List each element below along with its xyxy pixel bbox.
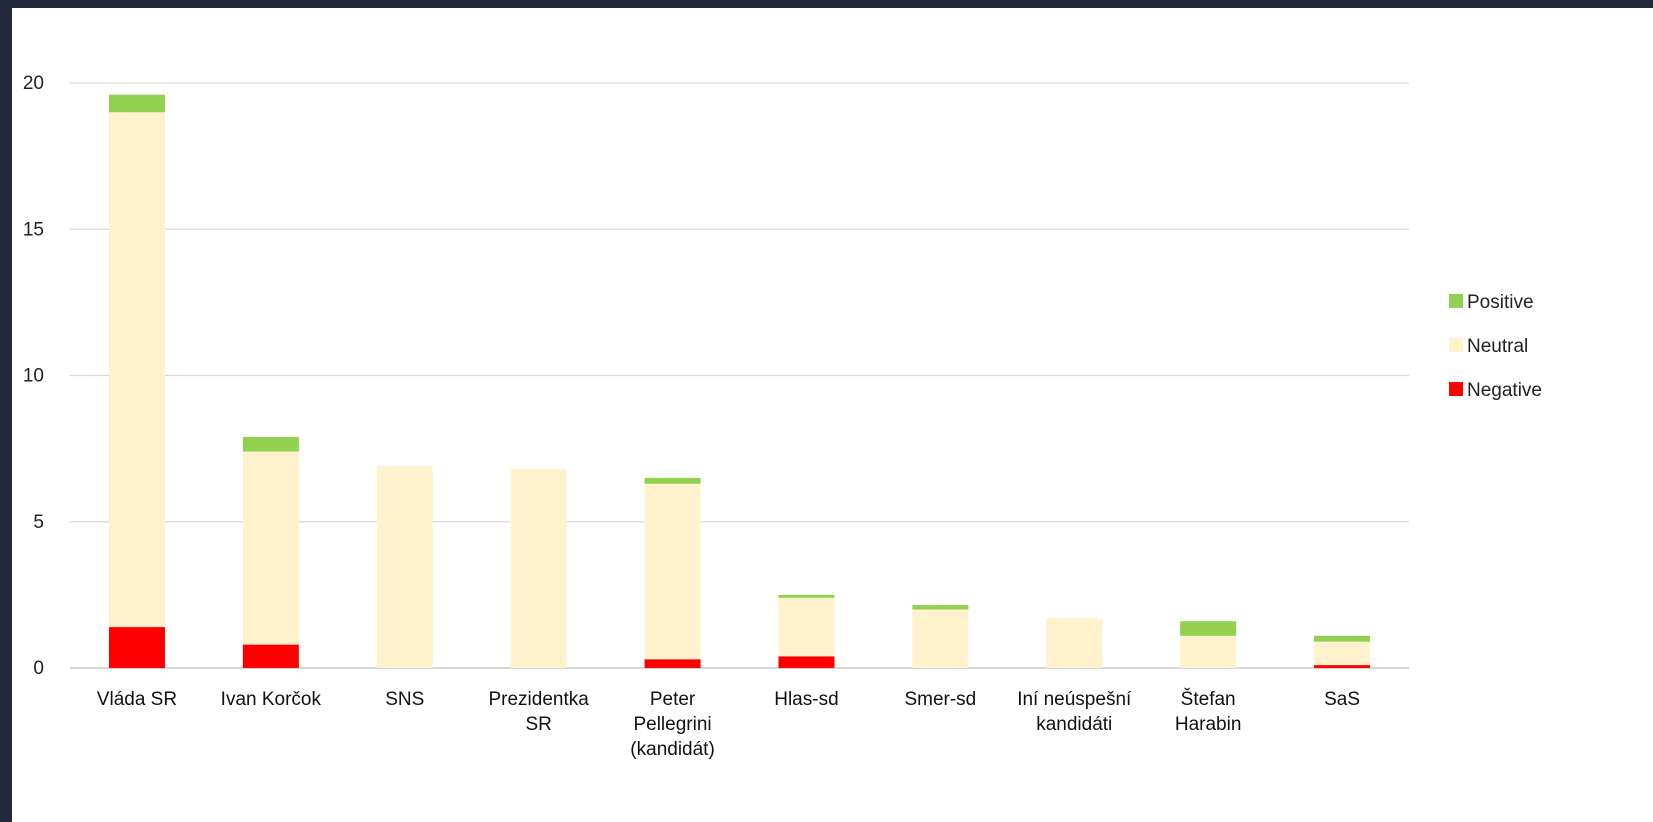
bar-segment-positive [1314, 635, 1371, 642]
x-category-label: Štefan Harabin [1175, 688, 1242, 735]
y-axis-ticks: 0 5 10 15 20 [23, 73, 44, 679]
legend-swatch-negative [1449, 382, 1463, 396]
bar-segment-positive [778, 594, 835, 598]
bar-segment-negative [644, 659, 701, 668]
bar-segment-neutral [1180, 635, 1237, 668]
x-category-label: Smer-sd [904, 689, 976, 710]
bar-segment-positive [242, 436, 299, 452]
bar-segment-neutral [242, 451, 299, 645]
stacked-bar-chart: 0 5 10 15 20 Vláda SR Ivan Korčok SNS Prezident… [23, 73, 1542, 760]
bar-segment-neutral [376, 466, 433, 668]
legend-label-positive: Positive [1467, 292, 1534, 313]
bar-segment-neutral [1314, 641, 1371, 666]
y-tick-label: 0 [33, 658, 44, 679]
legend-label-negative: Negative [1467, 380, 1542, 401]
x-category-label: Peter Pellegrini (kandidát) [630, 689, 715, 760]
legend-swatch-positive [1449, 294, 1463, 308]
bar-segment-neutral [644, 483, 701, 660]
bar-segment-negative [242, 644, 299, 668]
bar-segment-negative [778, 656, 835, 668]
x-category-label: SNS [385, 689, 424, 710]
legend-swatch-neutral [1449, 338, 1463, 352]
x-category-label: SaS [1324, 689, 1360, 710]
chart-panel: 0 5 10 15 20 Vláda SR Ivan Korčok SNS Prezident… [12, 8, 1653, 822]
y-tick-label: 15 [23, 219, 44, 240]
bar-segment-neutral [510, 469, 567, 668]
x-category-label: Ivan Korčok [221, 689, 322, 710]
y-tick-label: 5 [33, 512, 44, 533]
x-category-label: Hlas-sd [774, 689, 838, 710]
x-category-label: Iní neúspešní kandidáti [1017, 689, 1132, 735]
bar-segment-negative [1314, 665, 1371, 668]
bar-segment-positive [912, 605, 969, 610]
bar-segment-neutral [108, 112, 165, 628]
legend: Positive Neutral Negative [1449, 292, 1542, 401]
y-tick-label: 10 [23, 366, 44, 387]
bar-segment-neutral [778, 597, 835, 657]
y-tick-label: 20 [23, 73, 44, 94]
x-category-label: Prezidentka SR [488, 689, 589, 735]
bars [108, 94, 1371, 668]
legend-label-neutral: Neutral [1467, 336, 1528, 357]
bar-segment-neutral [1046, 618, 1103, 668]
bar-segment-neutral [912, 609, 969, 668]
bar-segment-positive [644, 477, 701, 484]
bar-segment-positive [1180, 621, 1237, 636]
x-axis-labels: Vláda SR Ivan Korčok SNS Prezidentka SR Peter… [97, 688, 1360, 760]
bar-segment-positive [108, 94, 165, 113]
bar-segment-negative [108, 627, 165, 668]
x-category-label: Vláda SR [97, 689, 177, 710]
